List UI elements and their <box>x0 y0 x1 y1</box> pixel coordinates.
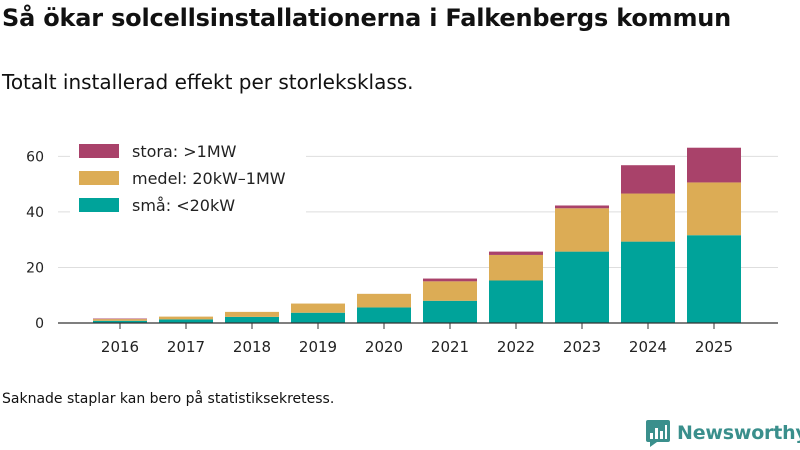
bar-segment <box>225 311 279 317</box>
chart-title: Så ökar solcellsinstallationerna i Falke… <box>2 4 732 32</box>
x-tick-label: 2022 <box>497 338 535 356</box>
x-tick-label: 2019 <box>299 338 337 356</box>
bar-segment <box>159 316 213 320</box>
newsworthy-logo[interactable]: Newsworthy <box>645 419 800 447</box>
bar-segment <box>621 165 675 194</box>
bar-segment <box>159 319 213 323</box>
legend-swatch <box>79 198 119 212</box>
bar-segment <box>225 316 279 323</box>
chart-subtitle: Totalt installerad effekt per storlekskl… <box>2 70 414 94</box>
y-tick-label: 0 <box>35 316 44 332</box>
bar-segment <box>489 280 543 323</box>
bar-segment <box>489 254 543 281</box>
bar-segment <box>93 320 147 323</box>
legend-label: små: <20kW <box>132 196 235 215</box>
bar-segment <box>93 318 147 320</box>
legend-swatch <box>79 171 119 185</box>
legend-swatch <box>79 144 119 158</box>
brand-name: Newsworthy <box>677 422 800 444</box>
bar-segment <box>423 300 477 323</box>
x-tick-label: 2020 <box>365 338 403 356</box>
x-tick-label: 2016 <box>101 338 139 356</box>
bar-segment <box>291 303 345 313</box>
bar-segment <box>687 147 741 183</box>
footnote: Saknade staplar kan bero på statistiksek… <box>2 391 335 407</box>
bar-segment <box>687 235 741 323</box>
bar-segment <box>687 182 741 236</box>
bar-segment <box>291 312 345 323</box>
x-tick-label: 2017 <box>167 338 205 356</box>
y-tick-label: 20 <box>26 260 44 276</box>
y-tick-label: 40 <box>26 205 44 221</box>
bar-segment <box>357 293 411 308</box>
bar-segment <box>555 208 609 252</box>
bar-segment <box>357 307 411 323</box>
bar-segment <box>423 281 477 301</box>
bar-segment <box>423 278 477 282</box>
bar-segment <box>621 193 675 242</box>
stacked-bar-chart: 0 20 40 60 2016 2017 2018 2019 2020 2021 2022 2023 2… <box>26 142 778 356</box>
bar-segment <box>555 205 609 209</box>
bar-segment <box>621 241 675 323</box>
x-tick-label: 2018 <box>233 338 271 356</box>
bar-segment <box>555 251 609 323</box>
x-tick-label: 2023 <box>563 338 601 356</box>
bar-segment <box>489 251 543 255</box>
x-tick-label: 2021 <box>431 338 469 356</box>
x-tick-label: 2025 <box>695 338 733 356</box>
y-tick-label: 60 <box>26 149 44 165</box>
bar-chart-speech-bubble-icon <box>646 420 670 447</box>
legend-label: stora: >1MW <box>132 142 237 161</box>
bar-segment <box>93 319 147 321</box>
legend-label: medel: 20kW–1MW <box>132 169 286 188</box>
x-tick-label: 2024 <box>629 338 667 356</box>
